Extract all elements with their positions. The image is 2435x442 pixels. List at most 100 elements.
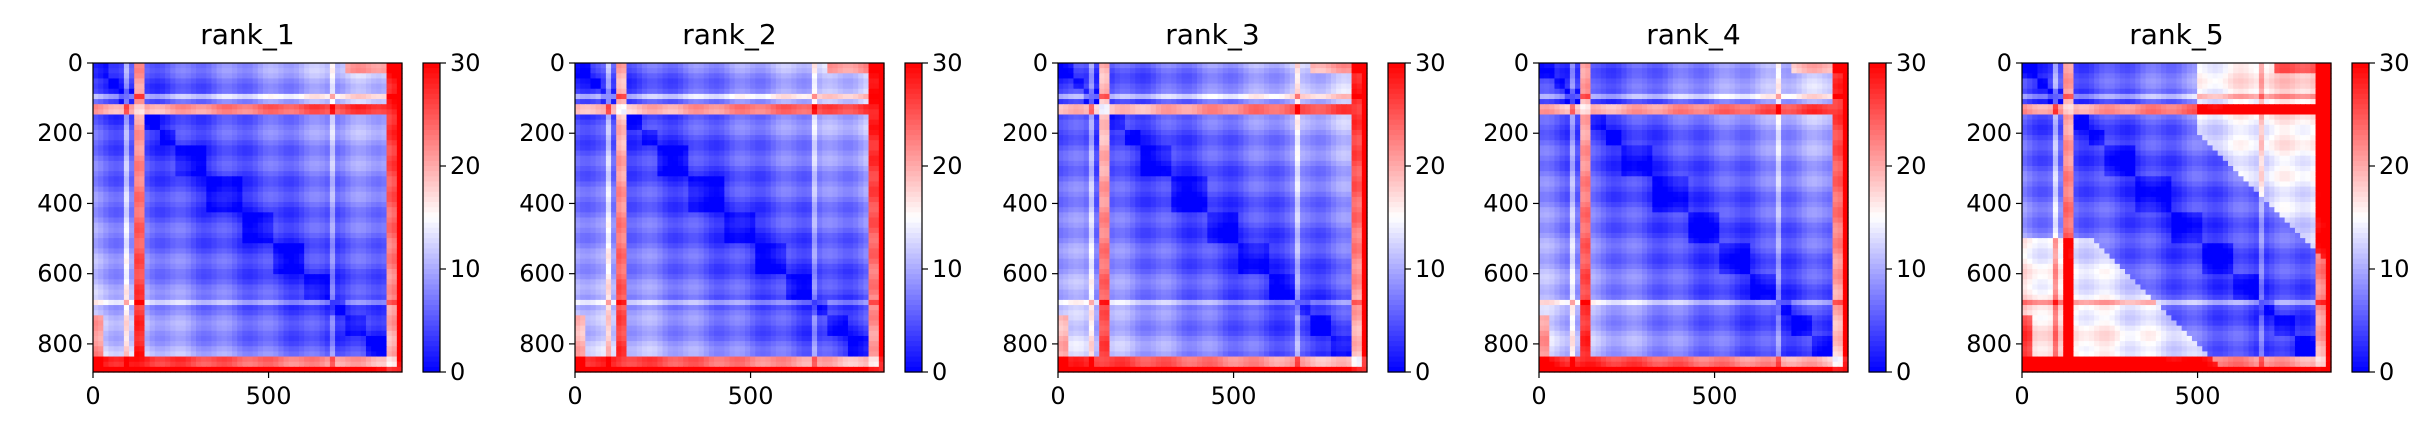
- heatmap-cell: [807, 156, 813, 162]
- heatmap-cell: [796, 135, 802, 141]
- heatmap-cell: [170, 125, 176, 131]
- heatmap-cell: [150, 336, 156, 342]
- heatmap-cell: [376, 161, 382, 167]
- heatmap-cell: [253, 269, 259, 275]
- heatmap-cell: [827, 115, 833, 121]
- heatmap-cell: [155, 145, 161, 151]
- heatmap-cell: [709, 73, 715, 79]
- heatmap-cell: [242, 310, 248, 316]
- heatmap-cell: [848, 109, 854, 115]
- heatmap-cell: [103, 346, 109, 352]
- heatmap-cell: [822, 166, 828, 172]
- heatmap-cell: [766, 145, 772, 151]
- heatmap-cell: [145, 362, 151, 368]
- heatmap-cell: [345, 130, 351, 136]
- heatmap-cell: [170, 202, 176, 208]
- heatmap-cell: [874, 109, 880, 115]
- heatmap-cell: [320, 315, 326, 321]
- heatmap-cell: [206, 264, 212, 270]
- heatmap-cell: [304, 78, 310, 84]
- heatmap-cell: [201, 176, 207, 182]
- heatmap-cell: [351, 68, 357, 74]
- heatmap-cell: [371, 264, 377, 270]
- heatmap-cell: [657, 78, 663, 84]
- heatmap-cell: [227, 321, 233, 327]
- heatmap-cell: [361, 115, 367, 121]
- heatmap-cell: [273, 151, 279, 157]
- heatmap-cell: [155, 351, 161, 357]
- heatmap-cell: [693, 115, 699, 121]
- heatmap-cell: [330, 238, 336, 244]
- heatmap-cell: [124, 228, 130, 234]
- heatmap-cell: [325, 248, 331, 254]
- heatmap-cell: [325, 300, 331, 306]
- heatmap-cell: [139, 233, 145, 239]
- heatmap-cell: [325, 243, 331, 249]
- heatmap-cell: [627, 109, 633, 115]
- heatmap-cell: [719, 125, 725, 131]
- heatmap-cell: [119, 212, 125, 218]
- heatmap-cell: [150, 269, 156, 275]
- heatmap-cell: [869, 94, 875, 100]
- heatmap-cell: [232, 331, 238, 337]
- heatmap-cell: [848, 135, 854, 141]
- heatmap-cell: [325, 212, 331, 218]
- heatmap-cell: [724, 94, 730, 100]
- heatmap-cell: [258, 228, 264, 234]
- heatmap-cell: [211, 351, 217, 357]
- heatmap-cell: [139, 63, 145, 69]
- heatmap-cell: [351, 125, 357, 131]
- heatmap-cell: [709, 156, 715, 162]
- heatmap-cell: [278, 176, 284, 182]
- heatmap-cell: [284, 336, 290, 342]
- heatmap-cell: [134, 115, 140, 121]
- heatmap-cell: [289, 125, 295, 131]
- heatmap-cell: [392, 78, 398, 84]
- heatmap-cell: [309, 212, 315, 218]
- heatmap-cell: [730, 94, 736, 100]
- heatmap-cell: [155, 130, 161, 136]
- heatmap-cell: [263, 341, 269, 347]
- heatmap-cell: [232, 130, 238, 136]
- heatmap-cell: [93, 248, 99, 254]
- heatmap-cell: [170, 197, 176, 203]
- heatmap-cell: [196, 68, 202, 74]
- heatmap-cell: [392, 63, 398, 69]
- heatmap-cell: [381, 326, 387, 332]
- heatmap-cell: [345, 315, 351, 321]
- heatmap-cell: [170, 135, 176, 141]
- heatmap-cell: [273, 212, 279, 218]
- heatmap-cell: [211, 84, 217, 90]
- heatmap-cell: [145, 290, 151, 296]
- heatmap-cell: [175, 326, 181, 332]
- heatmap-cell: [196, 295, 202, 301]
- heatmap-cell: [175, 104, 181, 110]
- heatmap-cell: [232, 89, 238, 95]
- heatmap-cell: [232, 315, 238, 321]
- heatmap-cell: [863, 130, 869, 136]
- heatmap-cell: [186, 135, 192, 141]
- heatmap-cell: [253, 300, 259, 306]
- heatmap-cell: [253, 218, 259, 224]
- heatmap-cell: [139, 73, 145, 79]
- heatmap-cell: [361, 156, 367, 162]
- heatmap-cell: [381, 228, 387, 234]
- heatmap-cell: [98, 238, 104, 244]
- heatmap-cell: [735, 156, 741, 162]
- heatmap-cell: [361, 362, 367, 368]
- heatmap-cell: [314, 362, 320, 368]
- heatmap-cell: [284, 197, 290, 203]
- heatmap-cell: [361, 331, 367, 337]
- heatmap-cell: [284, 161, 290, 167]
- heatmap-cell: [356, 315, 362, 321]
- heatmap-cell: [217, 104, 223, 110]
- heatmap-cell: [351, 218, 357, 224]
- heatmap-cell: [730, 166, 736, 172]
- heatmap-cell: [134, 315, 140, 321]
- heatmap-cell: [124, 243, 130, 249]
- heatmap-cell: [791, 78, 797, 84]
- heatmap-cell: [201, 73, 207, 79]
- heatmap-cell: [227, 336, 233, 342]
- heatmap-cell: [211, 197, 217, 203]
- heatmap-cell: [351, 161, 357, 167]
